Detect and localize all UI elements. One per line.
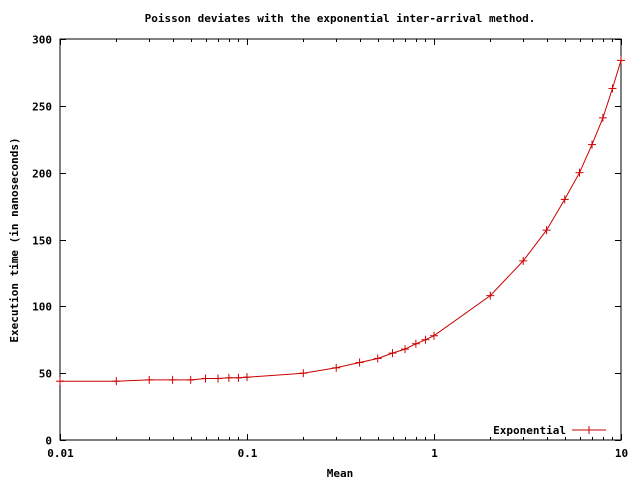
data-point — [617, 56, 625, 65]
data-point — [608, 84, 617, 93]
data-point — [243, 373, 251, 382]
x-tick-label: 0.01 — [47, 447, 74, 460]
data-point — [373, 354, 382, 363]
y-tick-label: 250 — [32, 101, 52, 114]
y-tick-label: 0 — [45, 435, 52, 448]
data-point — [201, 374, 210, 383]
series-group — [56, 56, 625, 386]
data-point — [401, 345, 410, 354]
data-point — [168, 375, 177, 384]
data-point — [421, 335, 430, 344]
plot-frame — [59, 38, 622, 441]
data-point — [234, 373, 243, 382]
y-axis-label: Execution time (in nanoseconds) — [8, 137, 21, 342]
y-tick-label: 150 — [32, 235, 52, 248]
data-point — [542, 226, 551, 235]
data-point — [56, 377, 64, 386]
data-point — [355, 358, 364, 367]
data-point — [145, 375, 154, 384]
data-point — [560, 195, 569, 204]
y-tick-label: 200 — [32, 168, 52, 181]
legend-label: Exponential — [493, 424, 566, 437]
y-tick-label: 50 — [39, 368, 52, 381]
data-point — [112, 377, 121, 386]
data-point — [214, 374, 223, 383]
x-tick-label: 1 — [431, 447, 438, 460]
data-point — [224, 373, 233, 382]
data-point — [486, 291, 495, 300]
data-point — [598, 113, 607, 122]
data-point — [430, 331, 438, 340]
data-point — [388, 349, 397, 358]
y-tick-label: 300 — [32, 34, 52, 47]
data-point — [332, 363, 341, 372]
legend: Exponential — [493, 424, 606, 437]
data-point — [575, 168, 584, 177]
y-tick-label: 100 — [32, 301, 52, 314]
data-point — [519, 256, 528, 265]
data-point — [411, 339, 420, 348]
legend-marker — [585, 426, 593, 434]
x-axis-label: Mean — [327, 467, 354, 480]
data-point — [186, 375, 195, 384]
series-line — [60, 60, 622, 382]
x-tick-label: 10 — [615, 447, 628, 460]
plot-area — [59, 38, 622, 441]
data-point — [299, 369, 308, 378]
data-point — [588, 140, 597, 149]
x-tick-label: 0.1 — [238, 447, 258, 460]
chart-title: Poisson deviates with the exponential in… — [145, 12, 536, 25]
ticks: 0 50 100 150 200 250 300 0.01 0.1 1 10 — [32, 34, 628, 461]
